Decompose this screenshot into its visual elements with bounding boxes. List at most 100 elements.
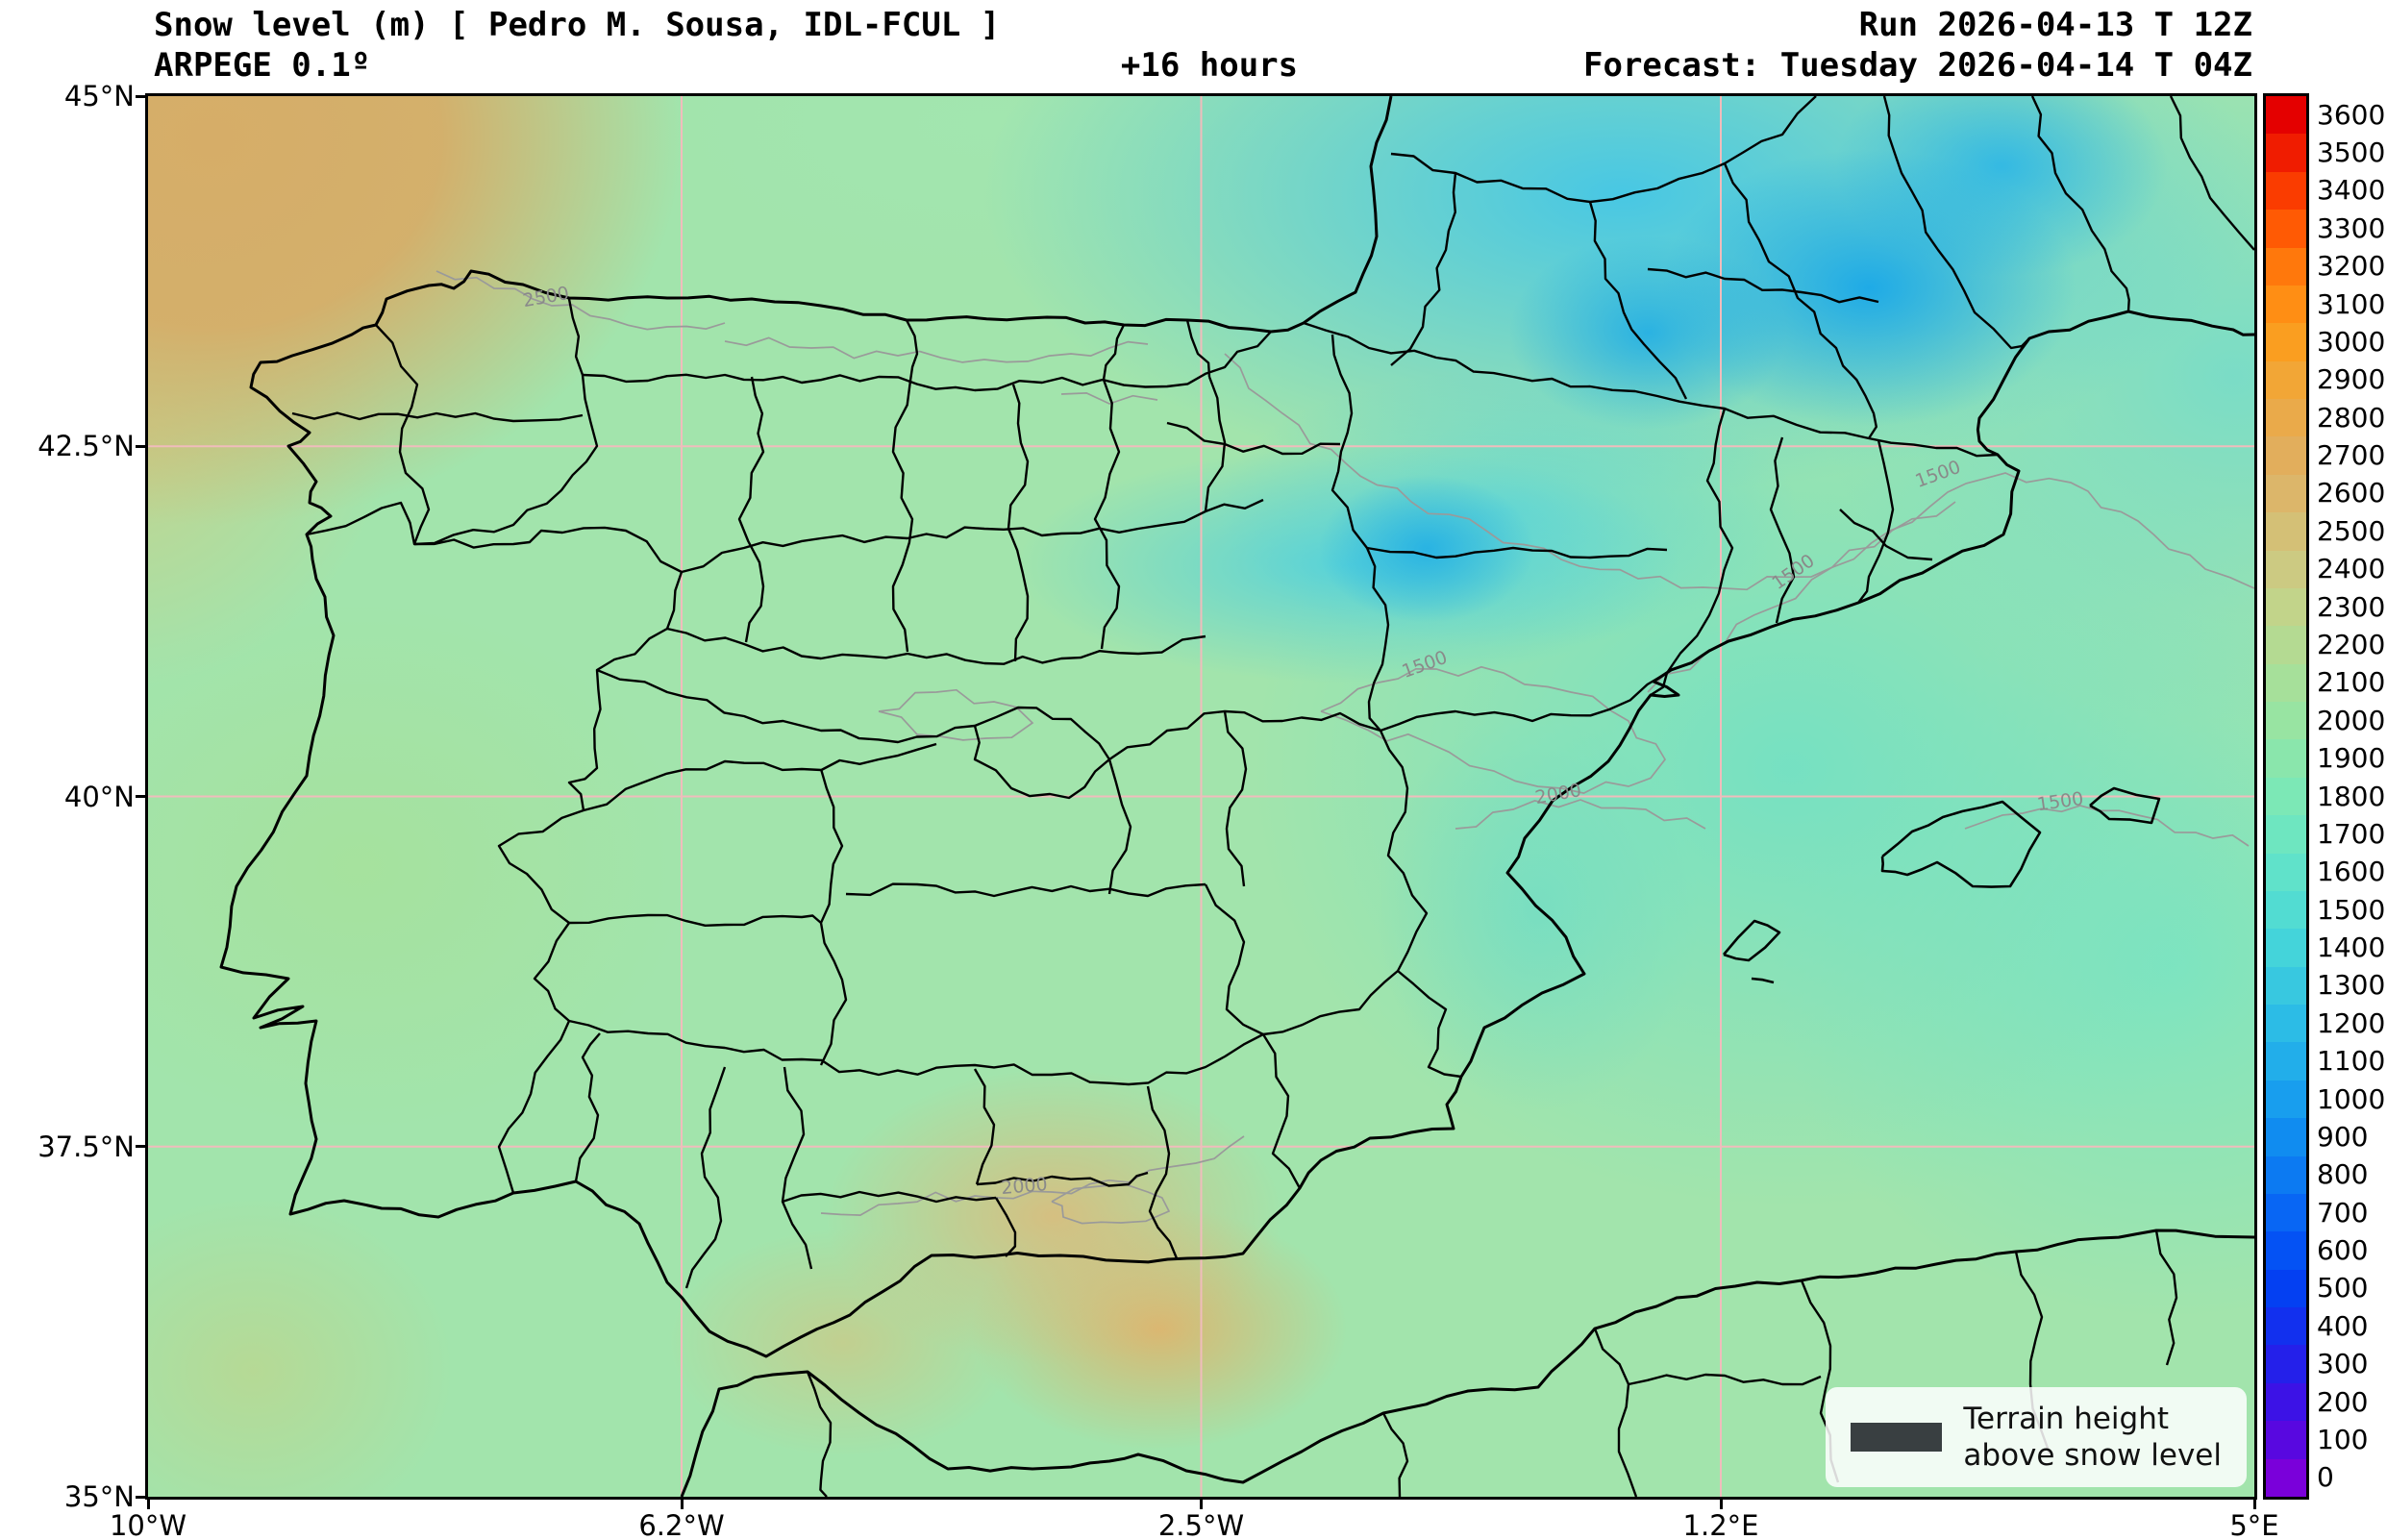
colorbar-tick-label: 2500 [2317,514,2386,547]
colorbar-segment [2266,587,2306,627]
colorbar-tick-label: 900 [2317,1120,2369,1153]
colorbar-tick-label: 2600 [2317,477,2386,509]
colorbar-tick-label: 3600 [2317,98,2386,131]
colorbar-segment [2266,966,2306,1005]
colorbar-tick-label: 1500 [2317,893,2386,926]
colorbar-segment [2266,210,2306,248]
snow-level-contour [1224,353,2254,591]
contour-label: 2000 [1533,780,1582,808]
province-border [1007,384,1030,662]
colorbar-tick-label: 1800 [2317,780,2386,812]
island-coastline [1751,977,1775,984]
x-tick-mark [680,1500,684,1509]
colorbar-tick-label: 500 [2317,1272,2369,1304]
province-border [976,1171,1149,1187]
snow-level-contour [1964,805,2250,847]
x-tick-label: 10°W [109,1509,187,1540]
colorbar-segment [2266,1193,2306,1232]
colorbar-tick-label: 2000 [2317,704,2386,736]
terrain-height-swatch [1851,1423,1943,1452]
colorbar-tick-label: 1100 [2317,1045,2386,1078]
province-border [1397,970,1462,1079]
x-tick-mark [2252,1500,2256,1509]
province-border [666,627,1206,665]
colorbar-segment [2266,853,2306,891]
colorbar-segment [2266,1231,2306,1270]
province-border [1204,883,1264,1036]
y-tick-label: 45°N [63,80,135,112]
province-border [781,1066,813,1270]
map-panel: 2500 1500 1500 1500 2000 1500 2000 Terrain hei… [145,93,2257,1500]
colorbar-tick-label: 2200 [2317,628,2386,660]
snow-level-contour [1060,392,1158,405]
province-border [2154,1230,2178,1366]
province-border [1588,201,1688,400]
colorbar-segment [2266,1080,2306,1119]
colorbar-segment [2266,1118,2306,1156]
province-border [845,882,1206,898]
province-border [1882,96,2030,350]
colorbar-tick-label: 2800 [2317,401,2386,434]
colorbar-segment [2266,777,2306,816]
province-border [1262,730,1429,1036]
colorbar-segment [2266,663,2306,702]
province-border [891,380,914,653]
colorbar-segment [2266,247,2306,286]
province-border [1107,758,1132,895]
colorbar-tick-label: 0 [2317,1461,2334,1494]
province-border [782,1190,997,1204]
province-border [973,706,1111,800]
colorbar-segment [2266,1345,2306,1383]
legend-box: Terrain height above snow level [1826,1387,2247,1487]
colorbar-tick-label: 100 [2317,1423,2369,1455]
island-coastline [1723,919,1781,962]
colorbar-segment [2266,550,2306,588]
province-border [1647,267,1879,304]
province-border [413,298,599,546]
x-tick-label: 1.2°E [1682,1509,1759,1540]
province-border [819,768,848,1066]
colorbar-tick-label: 2700 [2317,439,2386,472]
province-border [1593,1328,1638,1497]
snow-level-contour [724,336,1149,363]
province-border [574,1032,601,1182]
province-border [1303,321,1999,458]
y-tick-mark [136,444,145,448]
province-border [737,376,765,643]
chart-title: Snow level (m) [ Pedro M. Sousa, IDL-FCU… [154,6,1001,44]
colorbar-tick-label: 400 [2317,1309,2369,1342]
province-border [1723,162,1877,439]
snow-level-contour [1647,501,1956,693]
colorbar-segment [2266,1458,2306,1497]
colorbar-segment [2266,702,2306,740]
x-tick-mark [1719,1500,1723,1509]
province-border [1102,324,1126,381]
colorbar-tick-label: 3300 [2317,211,2386,244]
snow-level-contour [878,688,1034,741]
colorbar-tick-label: 1300 [2317,969,2386,1002]
legend-text: Terrain height above snow level [1963,1401,2222,1474]
province-border [1839,509,1933,561]
colorbar-segment [2266,96,2306,135]
province-border [375,324,431,545]
colorbar-segment [2266,1307,2306,1346]
colorbar-segment [2266,360,2306,399]
contour-label: 1500 [1399,647,1450,683]
y-tick-mark [136,1145,145,1149]
snow-level-contour [1051,1182,1171,1225]
province-border [973,1068,996,1185]
province-border [1381,1412,1409,1497]
province-border [1166,421,1341,456]
colorbar-tick-label: 200 [2317,1385,2369,1418]
x-tick-mark [146,1500,150,1509]
colorbar-segment [2266,436,2306,475]
colorbar-segment [2266,815,2306,854]
colorbar-tick-label: 3400 [2317,174,2386,207]
y-tick-mark [136,1495,145,1499]
province-border [1261,1033,1302,1189]
province-border [994,1197,1017,1257]
legend-line-2: above snow level [1963,1438,2222,1473]
province-border [1366,546,1668,559]
colorbar-segment [2266,1269,2306,1307]
